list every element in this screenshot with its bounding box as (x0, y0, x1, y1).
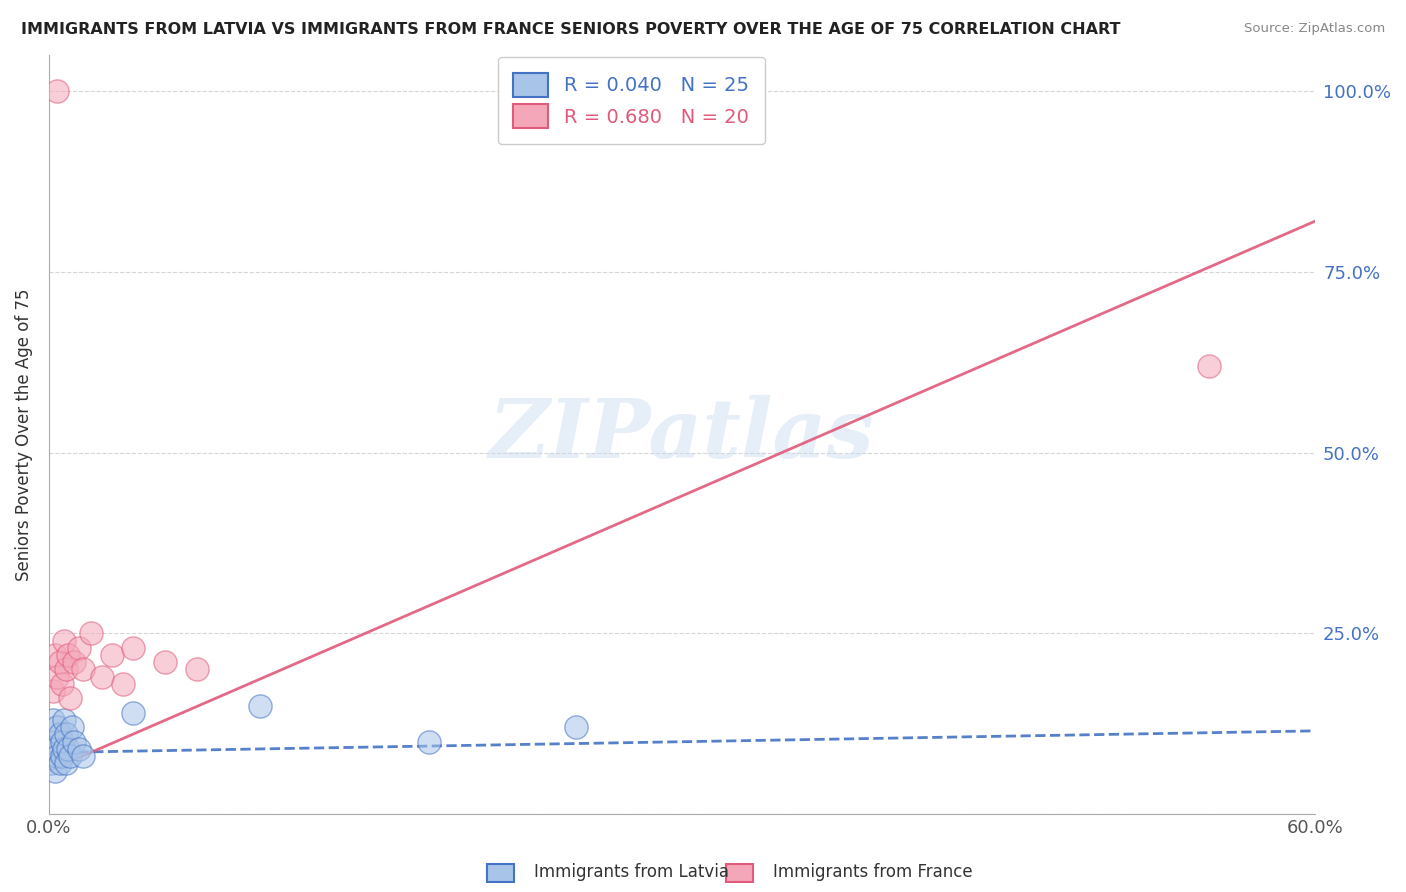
Point (101, 648, 124, 662)
Text: Immigrants from Latvia: Immigrants from Latvia (534, 863, 730, 881)
Point (418, 735, 440, 749)
Point (48, 756, 70, 771)
Point (46, 720, 69, 734)
Point (48, 727, 70, 741)
Point (249, 698, 271, 713)
Point (565, 720, 588, 734)
Text: Source: ZipAtlas.com: Source: ZipAtlas.com (1244, 22, 1385, 36)
Point (122, 640, 145, 655)
Point (42, 713, 65, 727)
Point (51, 735, 73, 749)
Point (55, 756, 77, 771)
Point (63, 655, 86, 669)
Point (42, 684, 65, 698)
Point (186, 663, 208, 677)
Text: ZIPatlas: ZIPatlas (489, 394, 875, 475)
Point (67, 742, 90, 756)
Point (46, 749, 69, 764)
Point (42, 735, 65, 749)
Point (56, 742, 79, 756)
Point (51, 677, 73, 691)
Text: IMMIGRANTS FROM LATVIA VS IMMIGRANTS FROM FRANCE SENIORS POVERTY OVER THE AGE OF: IMMIGRANTS FROM LATVIA VS IMMIGRANTS FRO… (21, 22, 1121, 37)
Point (122, 706, 145, 720)
Point (55, 727, 77, 741)
Point (44, 742, 66, 756)
Legend: R = 0.040   N = 25, R = 0.680   N = 20: R = 0.040 N = 25, R = 0.680 N = 20 (498, 57, 765, 144)
Point (46, 84, 69, 98)
Point (52, 633, 75, 648)
Point (59, 749, 82, 764)
Y-axis label: Seniors Poverty Over the Age of 75: Seniors Poverty Over the Age of 75 (15, 288, 32, 581)
Point (46, 670, 69, 684)
Point (44, 764, 66, 778)
Point (48, 655, 70, 669)
Point (39, 756, 62, 771)
Point (1198, 359, 1220, 373)
Point (51, 749, 73, 764)
Point (52, 713, 75, 727)
Point (63, 735, 86, 749)
Point (90, 670, 112, 684)
Point (59, 691, 82, 706)
Point (72, 663, 94, 677)
Point (56, 648, 79, 662)
Point (55, 663, 77, 677)
Point (67, 640, 90, 655)
Point (111, 677, 134, 691)
Point (72, 749, 94, 764)
Point (44, 648, 66, 662)
Point (52, 742, 75, 756)
Text: Immigrants from France: Immigrants from France (773, 863, 973, 881)
Point (60, 720, 83, 734)
Point (153, 655, 176, 669)
Point (80, 626, 103, 640)
